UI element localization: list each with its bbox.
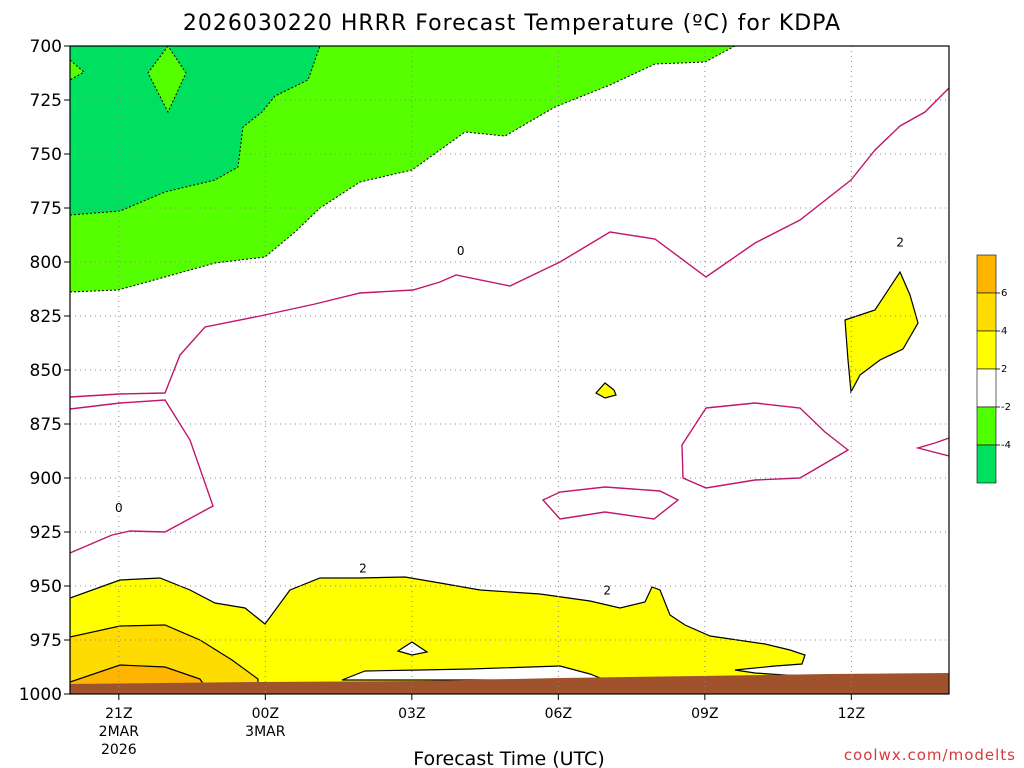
x-axis: 21Z 2MAR 2026 00Z 3MAR 03Z 06Z 09Z 12Z bbox=[99, 694, 865, 758]
y-tick-label: 975 bbox=[30, 631, 62, 651]
grid bbox=[70, 46, 949, 694]
colorbar-label: 2 bbox=[1001, 364, 1007, 375]
isotherm-0-lower bbox=[70, 399, 214, 554]
x-axis-label: Forecast Time (UTC) bbox=[413, 748, 604, 768]
contour-label: 2 bbox=[359, 562, 367, 576]
x-tick-label: 00Z bbox=[252, 706, 279, 722]
contour-label: 2 bbox=[896, 236, 904, 250]
lime-island-1 bbox=[147, 46, 187, 114]
fill-2-to-4-low bbox=[70, 576, 949, 694]
colorbar-segment bbox=[976, 330, 997, 370]
colorbar-segment bbox=[976, 368, 997, 408]
x-tick-label: 03Z bbox=[398, 706, 425, 722]
y-tick-label: 750 bbox=[30, 145, 62, 165]
y-tick-label: 850 bbox=[30, 361, 62, 381]
chart-title: 2026030220 HRRR Forecast Temperature (ºC… bbox=[183, 11, 841, 36]
x-tick-label: 06Z bbox=[545, 706, 572, 722]
x-tick-year: 2026 bbox=[101, 742, 137, 758]
contour-minus4 bbox=[70, 46, 321, 216]
colorbar-label: -4 bbox=[1001, 440, 1011, 451]
isotherm-0-cell-mid bbox=[541, 486, 680, 520]
y-tick-label: 725 bbox=[30, 91, 62, 111]
lime-island-2 bbox=[70, 59, 85, 81]
contour-label: 0 bbox=[457, 244, 465, 258]
x-tick-label: 12Z bbox=[838, 706, 865, 722]
y-tick-label: 775 bbox=[30, 199, 62, 219]
x-tick-label: 09Z bbox=[691, 706, 718, 722]
y-axis: 700 725 750 775 800 825 850 875 900 925 950 975 1000 bbox=[19, 37, 70, 705]
colorbar: 6 4 2 -2 -4 bbox=[976, 254, 1011, 484]
fill-below-minus4-top bbox=[70, 46, 320, 215]
isotherm-0-cell-east bbox=[681, 402, 850, 489]
y-tick-label: 825 bbox=[30, 307, 62, 327]
y-tick-label: 950 bbox=[30, 577, 62, 597]
colorbar-segment bbox=[976, 292, 997, 332]
y-tick-label: 800 bbox=[30, 253, 62, 273]
plot-area: 0 0 2 2 2 bbox=[70, 46, 949, 694]
x-tick-date: 2MAR bbox=[99, 724, 140, 740]
colorbar-label: 6 bbox=[1001, 288, 1007, 299]
x-tick-label: 21Z bbox=[105, 706, 132, 722]
contour-label: 0 bbox=[115, 501, 123, 515]
colorbar-segment bbox=[976, 254, 997, 294]
x-tick-date: 3MAR bbox=[245, 724, 286, 740]
y-tick-label: 925 bbox=[30, 523, 62, 543]
fill-2-to-4-cell-east bbox=[844, 270, 919, 395]
y-tick-label: 900 bbox=[30, 469, 62, 489]
colorbar-segment bbox=[976, 406, 997, 446]
contour-minus2 bbox=[70, 46, 736, 293]
ground-surface bbox=[70, 673, 949, 694]
fill-2-to-4-cell-mid bbox=[595, 382, 617, 399]
y-tick-label: 700 bbox=[30, 37, 62, 57]
small-cold-bubble bbox=[396, 641, 429, 656]
colorbar-label: 4 bbox=[1001, 326, 1007, 337]
contour-label: 2 bbox=[603, 583, 611, 597]
isotherm-0-right-edge bbox=[915, 437, 949, 457]
contour-labels: 0 0 2 2 2 bbox=[115, 236, 904, 598]
isotherm-0-upper bbox=[70, 87, 949, 398]
y-tick-label: 1000 bbox=[19, 685, 62, 705]
colorbar-segment bbox=[976, 444, 997, 484]
colorbar-label: -2 bbox=[1001, 402, 1011, 413]
credit-link[interactable]: coolwx.com/modelts bbox=[844, 746, 1016, 764]
y-tick-label: 875 bbox=[30, 415, 62, 435]
